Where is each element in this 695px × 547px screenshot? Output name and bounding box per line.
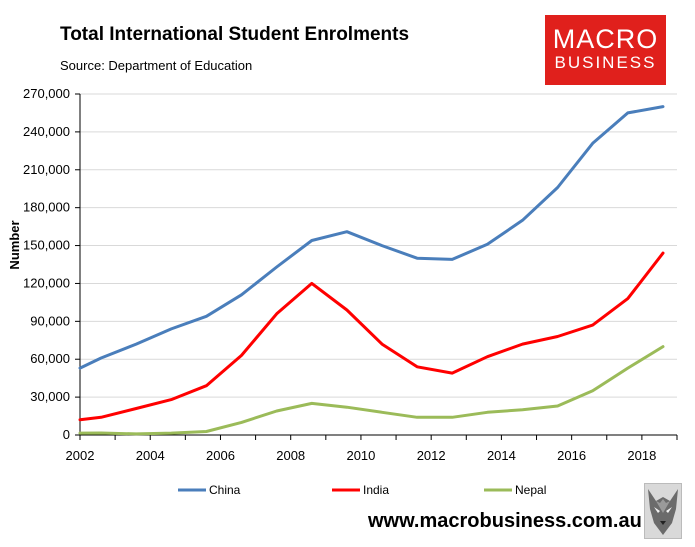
series-line-india — [78, 251, 665, 422]
y-tick-label: 0 — [63, 427, 70, 442]
legend-label-nepal: Nepal — [515, 483, 546, 497]
y-tick-label: 120,000 — [23, 275, 70, 290]
logo-line-2: BUSINESS — [554, 53, 657, 72]
y-tick-label: 60,000 — [30, 351, 70, 366]
logo-line-1: MACRO — [552, 24, 659, 54]
y-axis-title: Number — [7, 220, 22, 269]
chart-title: Total International Student Enrolments — [60, 24, 410, 45]
x-tick-label: 2018 — [627, 448, 656, 463]
series-line-china — [78, 105, 665, 370]
legend: China India Nepal — [178, 483, 546, 497]
series-line-nepal — [78, 345, 665, 436]
x-tick-label: 2016 — [557, 448, 586, 463]
legend-label-india: India — [363, 483, 389, 497]
y-tick-label: 150,000 — [23, 238, 70, 253]
x-tick-label: 2008 — [276, 448, 305, 463]
x-tick-label: 2006 — [206, 448, 235, 463]
y-axis-ticks: 0 30,000 60,000 90,000 120,000 150,000 180,000… — [23, 86, 80, 442]
macrobusiness-logo[interactable]: MACRO BUSINESS — [545, 15, 666, 85]
chart-source: Source: Department of Education — [60, 58, 253, 73]
y-tick-label: 180,000 — [23, 200, 70, 215]
x-tick-label: 2014 — [487, 448, 516, 463]
x-tick-label: 2002 — [66, 448, 95, 463]
y-tick-label: 30,000 — [30, 389, 70, 404]
y-tick-label: 270,000 — [23, 86, 70, 101]
x-tick-label: 2004 — [136, 448, 165, 463]
series-lines — [78, 105, 665, 436]
y-tick-label: 210,000 — [23, 162, 70, 177]
x-tick-label: 2012 — [417, 448, 446, 463]
x-axis-ticks: 2002 2004 2006 2008 2010 2012 2014 2016 2018 — [66, 435, 678, 463]
legend-label-china: China — [209, 483, 241, 497]
footer-url[interactable]: www.macrobusiness.com.au — [368, 510, 642, 532]
wolf-icon — [644, 483, 682, 539]
axes — [79, 94, 677, 436]
y-tick-label: 240,000 — [23, 124, 70, 139]
y-tick-label: 90,000 — [30, 313, 70, 328]
x-tick-label: 2010 — [346, 448, 375, 463]
